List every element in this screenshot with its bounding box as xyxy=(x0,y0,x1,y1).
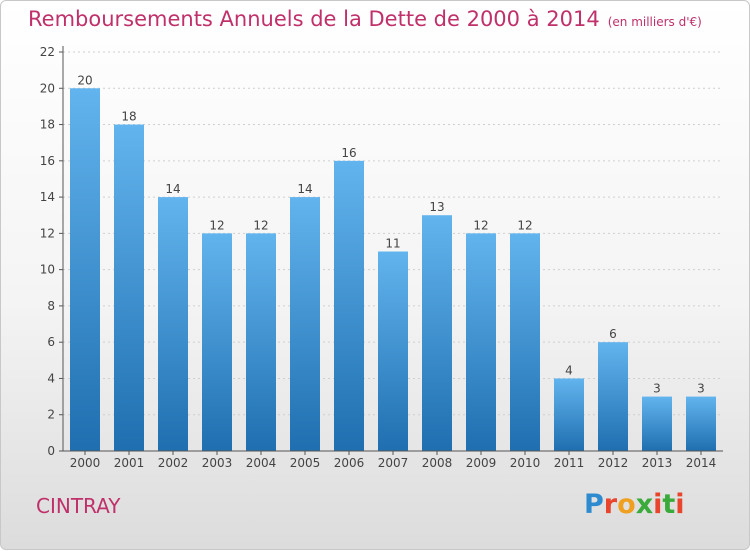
bar[interactable] xyxy=(510,233,540,451)
axes: 0 2 4 6 8 10 12 14 16 18 20 22 2000 2001 2002 2003 2004 2… xyxy=(40,45,723,470)
x-tick-label: 2005 xyxy=(290,456,321,470)
bar[interactable] xyxy=(158,197,188,451)
y-tick-label: 14 xyxy=(40,190,55,204)
x-tick-label: 2000 xyxy=(70,456,101,470)
bar-value-label: 3 xyxy=(653,382,661,396)
bar-value-label: 16 xyxy=(341,146,356,160)
x-tick-label: 2012 xyxy=(598,456,629,470)
bar[interactable] xyxy=(334,160,364,451)
chart-subtitle: (en milliers d'€) xyxy=(607,15,702,29)
y-tick-label: 18 xyxy=(40,118,55,132)
chart-title: Remboursements Annuels de la Dette de 20… xyxy=(28,7,702,31)
x-tick-label: 2006 xyxy=(334,456,365,470)
bar-value-label: 12 xyxy=(209,218,224,232)
y-tick-label: 16 xyxy=(40,154,55,168)
bar[interactable] xyxy=(466,233,496,451)
logo-letter: t xyxy=(662,489,676,520)
commune-name: CINTRAY xyxy=(36,494,121,518)
y-tick-label: 10 xyxy=(40,263,55,277)
y-tick-label: 22 xyxy=(40,45,55,59)
bar-value-label: 13 xyxy=(429,200,444,214)
y-tick-label: 20 xyxy=(40,81,55,95)
x-tick-label: 2010 xyxy=(510,456,541,470)
x-tick-label: 2002 xyxy=(158,456,189,470)
bar-value-label: 18 xyxy=(121,110,136,124)
bar[interactable] xyxy=(290,197,320,451)
bar-value-label: 12 xyxy=(473,218,488,232)
logo-letter: o xyxy=(617,489,636,520)
bar[interactable] xyxy=(686,396,716,451)
bar[interactable] xyxy=(114,124,144,451)
logo-letter: x xyxy=(635,489,654,520)
logo-letter: i xyxy=(675,489,685,520)
y-tick-label: 8 xyxy=(47,299,55,313)
x-tick-label: 2011 xyxy=(554,456,585,470)
y-tick-label: 6 xyxy=(47,335,55,349)
bar[interactable] xyxy=(378,251,408,452)
x-tick-label: 2004 xyxy=(246,456,277,470)
logo-letter: r xyxy=(603,489,618,520)
x-tick-label: 2009 xyxy=(466,456,497,470)
bar[interactable] xyxy=(598,342,628,451)
logo-letter: i xyxy=(653,489,663,520)
bar[interactable] xyxy=(202,233,232,451)
bar-value-label: 3 xyxy=(697,382,705,396)
bar[interactable] xyxy=(554,378,584,451)
x-tick-label: 2008 xyxy=(422,456,453,470)
bar[interactable] xyxy=(422,215,452,451)
bar[interactable] xyxy=(246,233,276,451)
y-tick-label: 4 xyxy=(47,371,55,385)
x-tick-label: 2014 xyxy=(686,456,717,470)
bar-value-label: 14 xyxy=(165,182,180,196)
logo-letter: P xyxy=(584,489,604,520)
bar-value-label: 14 xyxy=(297,182,312,196)
bar[interactable] xyxy=(642,396,672,451)
bar-value-label: 6 xyxy=(609,327,617,341)
bar[interactable] xyxy=(70,88,100,451)
bar-value-label: 12 xyxy=(517,218,532,232)
x-tick-label: 2001 xyxy=(114,456,145,470)
bar-value-label: 20 xyxy=(77,73,92,87)
bar-value-label: 11 xyxy=(385,237,400,251)
x-tick-label: 2013 xyxy=(642,456,673,470)
chart-title-text: Remboursements Annuels de la Dette de 20… xyxy=(28,7,600,31)
x-tick-label: 2007 xyxy=(378,456,409,470)
proxiti-logo[interactable]: Proxiti xyxy=(584,489,685,520)
x-tick-label: 2003 xyxy=(202,456,233,470)
bar-value-label: 12 xyxy=(253,218,268,232)
y-tick-label: 2 xyxy=(47,408,55,422)
bar-value-label: 4 xyxy=(565,363,573,377)
bars: 20 18 14 12 12 14 16 11 13 12 12 4 6 3 3 xyxy=(70,73,716,451)
y-tick-label: 0 xyxy=(47,444,55,458)
y-tick-label: 12 xyxy=(40,226,55,240)
